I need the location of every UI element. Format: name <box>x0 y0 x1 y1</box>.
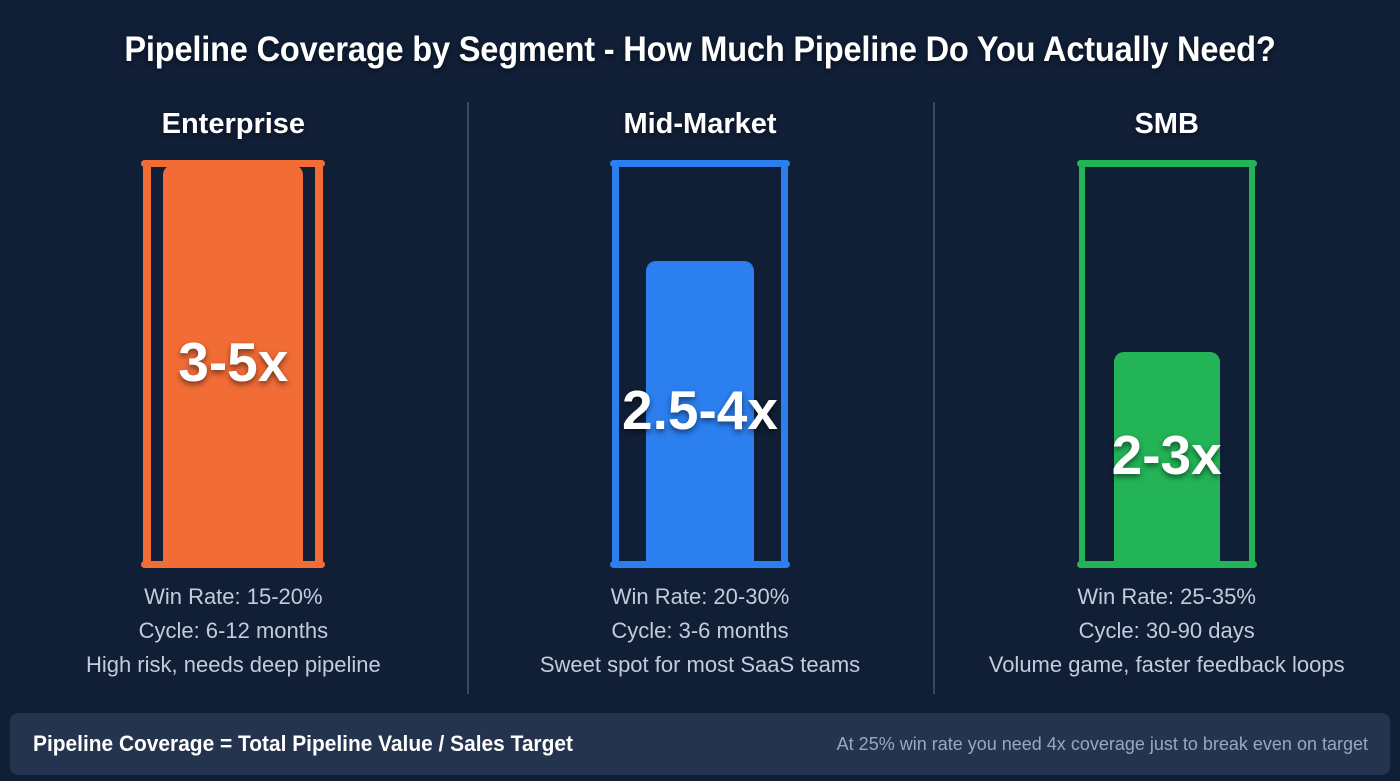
segment-details-smb: Win Rate: 25-35% Cycle: 30-90 days Volum… <box>933 580 1400 682</box>
bracket-cap-mid-market <box>610 160 790 167</box>
detail-win-rate-enterprise: Win Rate: 15-20% <box>144 584 323 609</box>
bracket-cap-smb <box>1076 160 1257 167</box>
bracket-base-enterprise <box>141 561 326 568</box>
bracket-rail-left-smb <box>1078 163 1085 565</box>
detail-cycle-mid-market: Cycle: 3-6 months <box>611 618 789 643</box>
bracket-base-smb <box>1076 561 1257 568</box>
detail-win-rate-smb: Win Rate: 25-35% <box>1077 584 1256 609</box>
bracket-rail-right-mid-market <box>781 163 788 565</box>
bracket-base-mid-market <box>610 561 790 568</box>
bracket-rail-right-smb <box>1248 163 1255 565</box>
detail-cycle-enterprise: Cycle: 6-12 months <box>138 618 329 643</box>
bracket-cap-enterprise <box>141 160 326 167</box>
detail-note-mid-market: Sweet spot for most SaaS teams <box>539 652 861 677</box>
coverage-bar-enterprise <box>163 165 304 563</box>
coverage-bracket-mid-market: 2.5-4x <box>467 160 934 568</box>
bracket-rail-left-mid-market <box>612 163 619 565</box>
segment-column-smb: SMB 2-3x Win Rate: 25-35% Cycle: 30-90 d… <box>933 98 1400 698</box>
coverage-bracket-smb: 2-3x <box>933 160 1400 568</box>
segment-column-enterprise: Enterprise 3-5x Win Rate: 15-20% Cycle: … <box>0 98 467 698</box>
segment-title-enterprise: Enterprise <box>161 108 306 140</box>
coverage-bar-smb <box>1113 352 1220 563</box>
coverage-bar-mid-market <box>646 261 754 563</box>
page-title: Pipeline Coverage by Segment - How Much … <box>124 30 1276 69</box>
segments-container: Enterprise 3-5x Win Rate: 15-20% Cycle: … <box>0 98 1400 698</box>
footer-bar: Pipeline Coverage = Total Pipeline Value… <box>10 713 1390 775</box>
footer-note: At 25% win rate you need 4x coverage jus… <box>836 733 1368 754</box>
segment-title-mid-market: Mid-Market <box>623 108 777 140</box>
segment-details-enterprise: Win Rate: 15-20% Cycle: 6-12 months High… <box>0 580 467 682</box>
column-divider-2 <box>933 102 935 694</box>
detail-note-enterprise: High risk, needs deep pipeline <box>85 652 381 677</box>
column-divider-1 <box>467 102 469 694</box>
detail-cycle-smb: Cycle: 30-90 days <box>1078 618 1255 643</box>
detail-note-smb: Volume game, faster feedback loops <box>988 652 1345 677</box>
segment-details-mid-market: Win Rate: 20-30% Cycle: 3-6 months Sweet… <box>467 580 934 682</box>
bracket-rail-right-enterprise <box>315 163 324 565</box>
bracket-rail-left-enterprise <box>143 163 152 565</box>
footer-formula: Pipeline Coverage = Total Pipeline Value… <box>33 731 573 756</box>
segment-title-smb: SMB <box>1134 108 1199 140</box>
detail-win-rate-mid-market: Win Rate: 20-30% <box>610 584 790 609</box>
segment-column-mid-market: Mid-Market 2.5-4x Win Rate: 20-30% Cycle… <box>467 98 934 698</box>
coverage-bracket-enterprise: 3-5x <box>0 160 467 568</box>
